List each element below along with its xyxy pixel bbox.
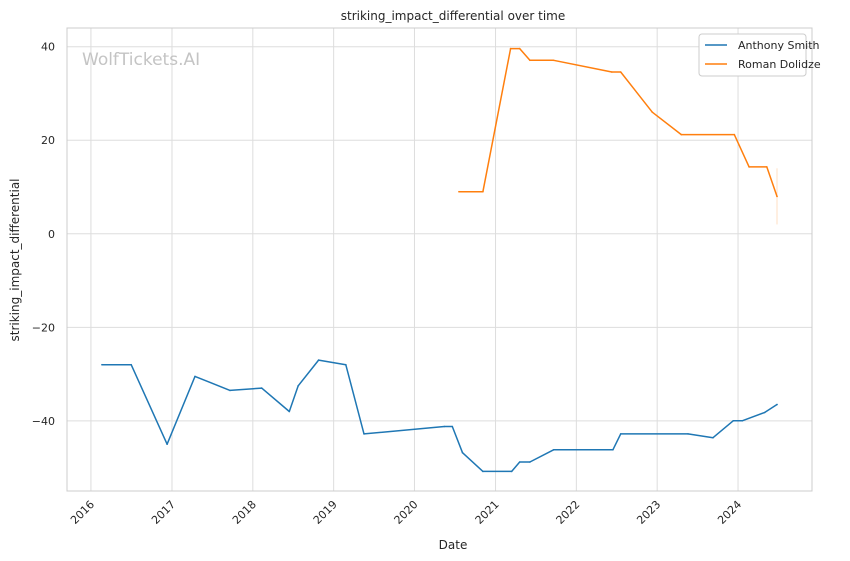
data-point [482,470,484,473]
data-point [130,363,132,366]
grid-lines [67,28,812,491]
data-point [529,59,531,62]
y-tick-label: −20 [32,321,55,334]
y-tick-label: 20 [41,134,55,147]
series-layer [101,47,778,473]
data-point [611,71,613,73]
y-tick-label: −40 [32,415,55,428]
legend: Anthony Smith Roman Dolidze [698,33,821,77]
data-point [552,449,555,451]
data-point [166,443,168,446]
data-point [458,190,460,193]
data-point [776,195,778,198]
chart-title: striking_impact_differential over time [341,9,566,23]
data-point [443,425,446,428]
data-point [529,461,531,463]
data-point [733,133,736,136]
data-point [101,363,103,366]
data-point [619,433,622,435]
data-point [741,420,743,422]
y-axis-title: striking_impact_differential [8,178,22,341]
data-point [764,411,766,414]
data-point [651,111,654,113]
data-point [510,470,513,473]
y-tick-label: 0 [48,228,55,241]
data-point [748,166,750,168]
data-point [229,389,231,392]
data-point [260,387,263,389]
legend-label: Anthony Smith [738,39,820,52]
y-axis-ticks: 40 20 0 −20 −40 [32,41,55,428]
data-point [612,449,614,451]
data-point [766,166,768,168]
data-point [687,433,689,435]
data-point [461,451,464,454]
data-point [509,47,512,50]
data-point [518,47,521,50]
data-point [194,375,196,378]
data-point [451,425,454,428]
data-point [317,359,320,361]
data-point [288,410,291,413]
data-point [363,433,365,435]
data-point [482,190,484,193]
x-axis-title: Date [439,538,468,552]
data-point [732,420,734,422]
data-point [619,71,622,73]
data-point [518,461,521,463]
data-point [552,59,555,62]
plot-frame [66,27,813,492]
legend-label: Roman Dolidze [738,58,821,71]
data-point [680,133,683,136]
watermark-text: WolfTickets.AI [82,50,200,70]
series-line-1 [458,47,778,198]
data-point [776,403,778,406]
y-tick-label: 40 [41,41,55,54]
data-point [712,436,714,439]
data-point [345,363,347,366]
data-point [297,385,300,387]
